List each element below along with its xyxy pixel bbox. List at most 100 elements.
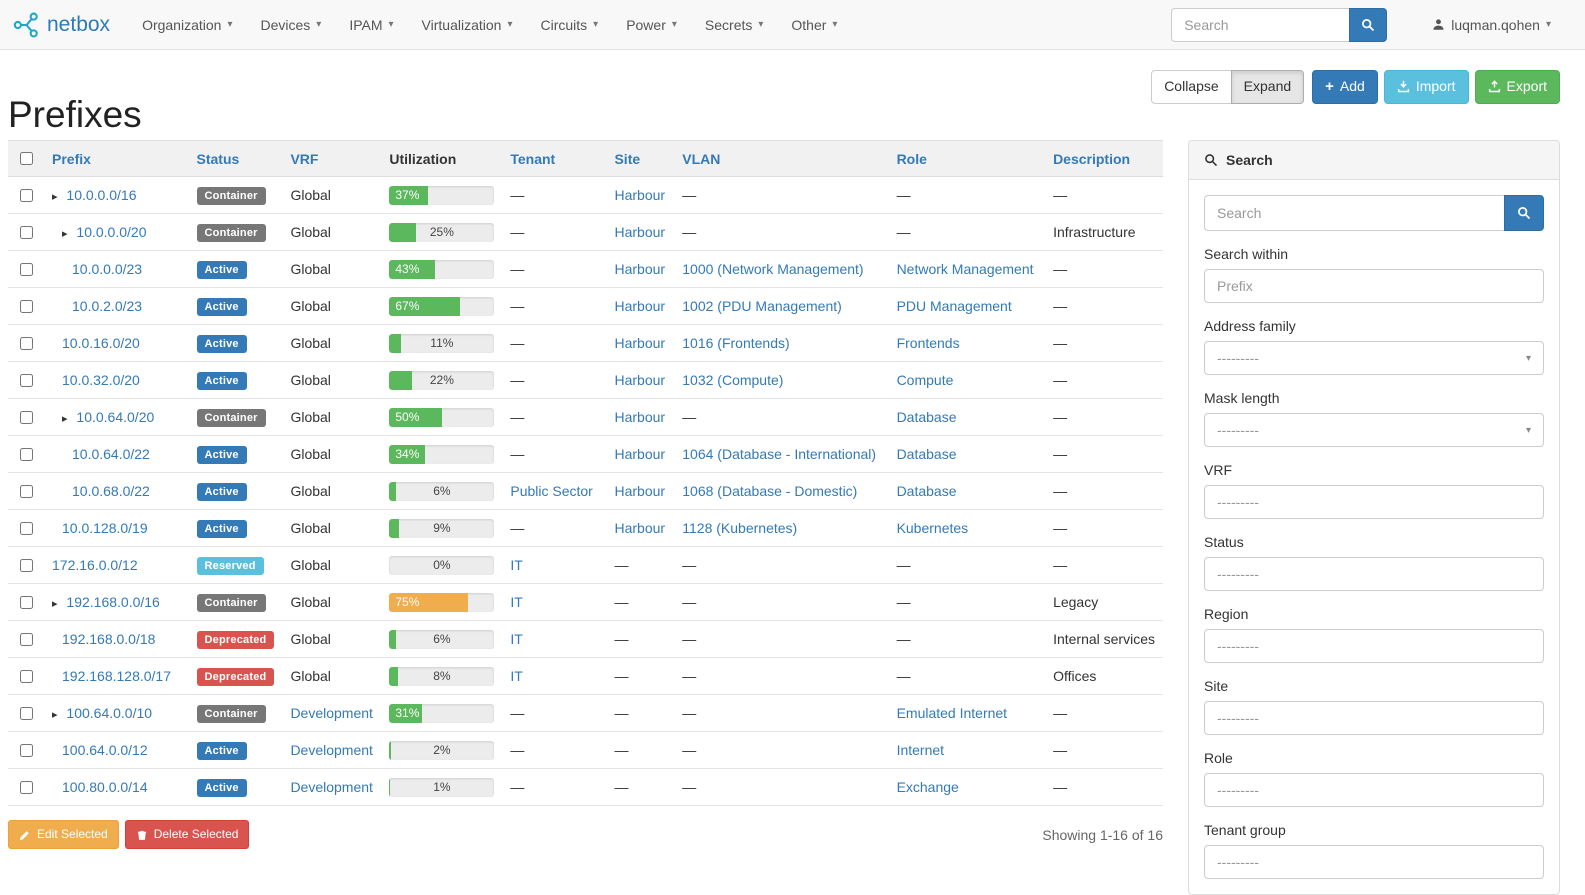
nav-item-circuits[interactable]: Circuits ▾ — [526, 0, 612, 50]
nav-item-virtualization[interactable]: Virtualization ▾ — [408, 0, 527, 50]
row-checkbox[interactable] — [20, 780, 33, 794]
vlan-link[interactable]: 1128 (Kubernetes) — [682, 520, 798, 536]
netbox-logo[interactable]: netbox — [12, 11, 110, 39]
role-link[interactable]: Database — [896, 446, 957, 462]
row-checkbox[interactable] — [20, 706, 33, 720]
nav-item-secrets[interactable]: Secrets ▾ — [691, 0, 778, 50]
column-header-status[interactable]: Status — [196, 150, 240, 167]
row-checkbox[interactable] — [20, 299, 33, 313]
prefix-link[interactable]: 100.64.0.0/12 — [62, 742, 148, 758]
prefix-link[interactable]: 10.0.2.0/23 — [72, 298, 143, 314]
role-link[interactable]: Kubernetes — [896, 520, 969, 536]
site-link[interactable]: Harbour — [614, 187, 666, 203]
vlan-link[interactable]: 1002 (PDU Management) — [682, 298, 842, 314]
vrf-link[interactable]: Development — [290, 705, 373, 721]
prefix-link[interactable]: 172.16.0.0/12 — [52, 557, 138, 573]
vrf-link[interactable]: Development — [290, 779, 373, 795]
filter-search-button[interactable] — [1504, 195, 1544, 231]
column-header-role[interactable]: Role — [896, 150, 927, 167]
site-link[interactable]: Harbour — [614, 261, 666, 277]
select-all-checkbox[interactable] — [20, 152, 33, 165]
expand-toggle-icon[interactable]: ▸ — [62, 228, 68, 240]
vlan-link[interactable]: 1000 (Network Management) — [682, 261, 864, 277]
role-link[interactable]: PDU Management — [896, 298, 1012, 314]
column-header-desc[interactable]: Description — [1053, 150, 1131, 167]
row-checkbox[interactable] — [20, 632, 33, 646]
row-checkbox[interactable] — [20, 225, 33, 239]
filter-select-tenant-group[interactable]: --------- — [1204, 845, 1544, 879]
prefix-link[interactable]: 192.168.0.0/16 — [66, 594, 160, 610]
site-link[interactable]: Harbour — [614, 224, 666, 240]
expand-toggle-icon[interactable]: ▸ — [52, 191, 58, 203]
row-checkbox[interactable] — [20, 447, 33, 461]
expand-button[interactable]: Expand — [1230, 70, 1305, 104]
filter-search-input[interactable] — [1204, 195, 1504, 231]
nav-item-ipam[interactable]: IPAM ▾ — [335, 0, 407, 50]
collapse-button[interactable]: Collapse — [1151, 70, 1232, 104]
vlan-link[interactable]: 1068 (Database - Domestic) — [682, 483, 858, 499]
column-header-vrf[interactable]: VRF — [290, 150, 319, 167]
filter-select-role[interactable]: --------- — [1204, 773, 1544, 807]
role-link[interactable]: Emulated Internet — [896, 705, 1008, 721]
role-link[interactable]: Network Management — [896, 261, 1034, 277]
prefix-link[interactable]: 10.0.32.0/20 — [62, 372, 140, 388]
prefix-link[interactable]: 10.0.0.0/23 — [72, 261, 143, 277]
delete-selected-button[interactable]: Delete Selected — [124, 820, 250, 850]
filter-input-search-within[interactable] — [1204, 269, 1544, 303]
site-link[interactable]: Harbour — [614, 483, 666, 499]
tenant-link[interactable]: IT — [510, 668, 523, 684]
site-link[interactable]: Harbour — [614, 372, 666, 388]
add-button[interactable]: + Add — [1312, 70, 1378, 104]
nav-item-other[interactable]: Other ▾ — [777, 0, 851, 50]
expand-toggle-icon[interactable]: ▸ — [52, 598, 58, 610]
role-link[interactable]: Compute — [896, 372, 954, 388]
role-link[interactable]: Internet — [896, 742, 945, 758]
role-link[interactable]: Database — [896, 483, 957, 499]
tenant-link[interactable]: IT — [510, 594, 523, 610]
prefix-link[interactable]: 10.0.64.0/20 — [76, 409, 155, 425]
user-menu[interactable]: luqman.qohen ▾ — [1432, 17, 1551, 33]
nav-item-devices[interactable]: Devices ▾ — [246, 0, 335, 50]
vrf-link[interactable]: Development — [290, 742, 373, 758]
prefix-link[interactable]: 10.0.0.0/16 — [66, 187, 137, 203]
navbar-search-input[interactable] — [1171, 7, 1350, 42]
filter-select-region[interactable]: --------- — [1204, 629, 1544, 663]
prefix-link[interactable]: 100.80.0.0/14 — [62, 779, 148, 795]
vlan-link[interactable]: 1016 (Frontends) — [682, 335, 790, 351]
filter-select-mask-length[interactable]: --------- ▾ — [1204, 413, 1544, 447]
row-checkbox[interactable] — [20, 262, 33, 276]
filter-select-vrf[interactable]: --------- — [1204, 485, 1544, 519]
site-link[interactable]: Harbour — [614, 409, 666, 425]
prefix-link[interactable]: 10.0.68.0/22 — [72, 483, 150, 499]
row-checkbox[interactable] — [20, 410, 33, 424]
tenant-link[interactable]: Public Sector — [510, 483, 593, 499]
column-header-tenant[interactable]: Tenant — [510, 150, 556, 167]
role-link[interactable]: Frontends — [896, 335, 960, 351]
prefix-link[interactable]: 10.0.128.0/19 — [62, 520, 148, 536]
role-link[interactable]: Exchange — [896, 779, 959, 795]
site-link[interactable]: Harbour — [614, 520, 666, 536]
row-checkbox[interactable] — [20, 373, 33, 387]
column-header-site[interactable]: Site — [614, 150, 641, 167]
edit-selected-button[interactable]: Edit Selected — [8, 820, 119, 850]
expand-toggle-icon[interactable]: ▸ — [52, 709, 58, 721]
tenant-link[interactable]: IT — [510, 631, 523, 647]
row-checkbox[interactable] — [20, 558, 33, 572]
row-checkbox[interactable] — [20, 669, 33, 683]
nav-item-organization[interactable]: Organization ▾ — [128, 0, 246, 50]
filter-select-status[interactable]: --------- — [1204, 557, 1544, 591]
column-header-prefix[interactable]: Prefix — [52, 150, 91, 167]
row-checkbox[interactable] — [20, 336, 33, 350]
export-button[interactable]: Export — [1474, 70, 1560, 104]
row-checkbox[interactable] — [20, 521, 33, 535]
row-checkbox[interactable] — [20, 188, 33, 202]
row-checkbox[interactable] — [20, 595, 33, 609]
row-checkbox[interactable] — [20, 484, 33, 498]
prefix-link[interactable]: 10.0.16.0/20 — [62, 335, 140, 351]
vlan-link[interactable]: 1032 (Compute) — [682, 372, 784, 388]
prefix-link[interactable]: 10.0.0.0/20 — [76, 224, 147, 240]
filter-select-site[interactable]: --------- — [1204, 701, 1544, 735]
filter-select-address-family[interactable]: --------- ▾ — [1204, 341, 1544, 375]
site-link[interactable]: Harbour — [614, 335, 666, 351]
tenant-link[interactable]: IT — [510, 557, 523, 573]
